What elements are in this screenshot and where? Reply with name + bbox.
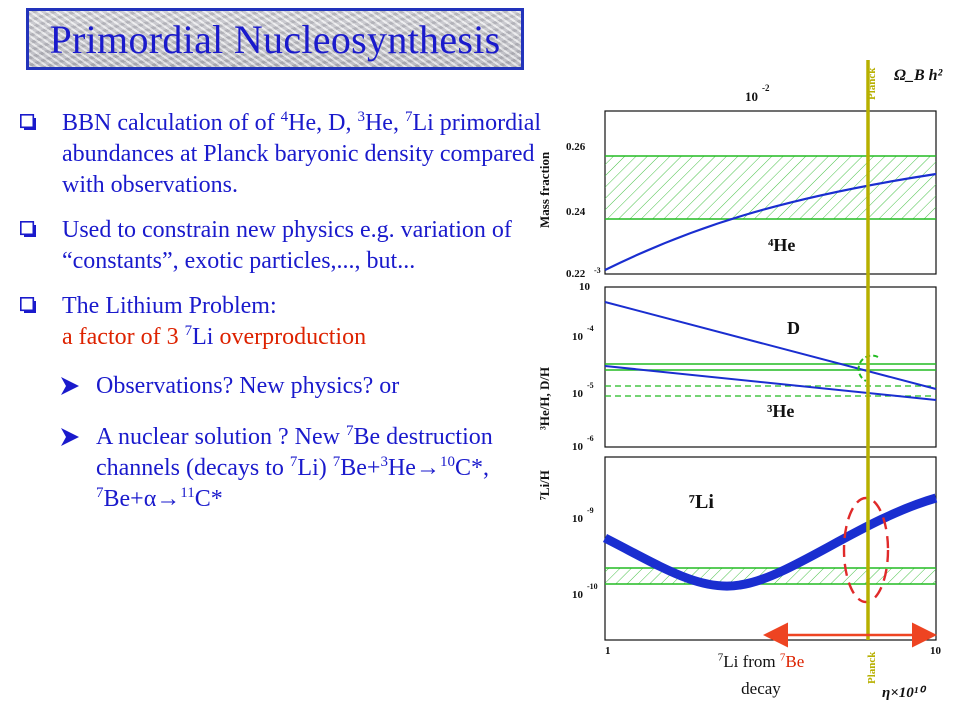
subbullet-text: Be+ — [340, 455, 381, 481]
mass-fraction-ylabel: Mass fraction — [537, 151, 552, 228]
bullet-text-red: overproduction — [213, 324, 367, 350]
superscript: 7 — [184, 323, 193, 339]
checkbox-bullet-icon — [20, 221, 36, 237]
page-title: Primordial Nucleosynthesis — [49, 16, 501, 62]
bullet-constrain: Used to constrain new physics e.g. varia… — [18, 215, 548, 277]
lithium-factor-line: a factor of 3 7Li overproduction — [62, 322, 548, 353]
li7-ylabel: ⁷Li/H — [537, 470, 552, 500]
omega-b-h2-label: Ω_B h² — [894, 67, 944, 84]
subbullet-observations: Observations? New physics? or — [18, 371, 548, 402]
he4-observation-band — [605, 156, 936, 219]
bullet-text: Used to constrain new physics e.g. varia… — [62, 217, 512, 274]
d-curve-label: D — [787, 318, 800, 338]
ytick-1e-6-exp: -6 — [587, 434, 594, 443]
superscript: 7 — [717, 651, 724, 664]
checkbox-bullet-icon — [20, 297, 36, 313]
ytick-panel2-top: 10 — [579, 281, 591, 293]
he3-d-ylabel: ³He/H, D/H — [537, 367, 552, 430]
subbullet-text: C* — [194, 486, 223, 512]
li7-curve-label: ⁷Li — [689, 491, 714, 513]
subbullet-nuclear: A nuclear solution ? New 7Be destruction… — [18, 422, 548, 515]
bullet-text: Li — [192, 324, 214, 350]
bullet-text: He, — [364, 110, 405, 136]
ytick-1e-10: 10 — [572, 589, 584, 601]
checkbox-bullet-icon — [20, 114, 36, 130]
caption-text-red: Be — [785, 652, 805, 671]
subbullet-text: Li) — [297, 455, 333, 481]
ytick-022: 0.22 — [566, 268, 586, 280]
bullet-text: Li primordial abundances at Planck baryo… — [62, 110, 542, 198]
ytick-1e-4-exp: -4 — [587, 324, 594, 333]
xtick-10: 10 — [930, 645, 942, 657]
superscript: 3 — [357, 109, 365, 125]
ytick-1e-10-exp: -10 — [587, 582, 598, 591]
bullet-text: He, D, — [288, 110, 358, 136]
superscript: 7 — [779, 651, 786, 664]
top-axis-base: 10 — [745, 89, 758, 104]
superscript: 11 — [180, 485, 195, 501]
panel-li7-frame — [604, 456, 937, 641]
planck-bottom-label: Planck — [866, 651, 878, 684]
panel-d-he3-frame — [604, 286, 937, 448]
he4-curve-label: ⁴He — [768, 235, 795, 255]
ytick-1e-9-exp: -9 — [587, 506, 594, 515]
d-curve — [604, 301, 937, 390]
ytick-1e-4: 10 — [572, 331, 584, 343]
bullet-lithium-problem: The Lithium Problem: a factor of 3 7Li o… — [18, 291, 548, 353]
eta-axis-label: η×10¹⁰ — [882, 685, 927, 701]
ytick-1e-5: 10 — [572, 388, 584, 400]
ytick-024: 0.24 — [566, 206, 586, 218]
subbullet-text: He→ — [387, 455, 440, 481]
he3-curve-label: ³He — [767, 401, 794, 421]
ytick-026: 0.26 — [566, 141, 586, 153]
he3-curve — [604, 365, 937, 401]
bullet-bbn: BBN calculation of of 4He, D, 3He, 7Li p… — [18, 108, 548, 201]
he4-curve — [604, 172, 937, 271]
superscript: 7 — [404, 109, 413, 125]
superscript: 7 — [289, 454, 298, 470]
subbullet-text: Be destruction channels (decays to — [96, 424, 493, 481]
top-axis-exp: -2 — [762, 83, 770, 93]
lithium-discrepancy-ellipse — [842, 496, 890, 604]
subbullet-text: A nuclear solution ? New — [96, 424, 346, 450]
ytick-1e-9: 10 — [572, 513, 584, 525]
bullet-text: BBN calculation of of — [62, 110, 281, 136]
superscript: 7 — [345, 423, 354, 439]
ytick-1e-6: 10 — [572, 441, 584, 453]
subbullet-text: Observations? New physics? or — [96, 373, 400, 399]
superscript: 4 — [280, 109, 289, 125]
agreement-circle — [857, 354, 879, 382]
superscript: 7 — [332, 454, 341, 470]
superscript: 10 — [439, 454, 455, 470]
subbullet-text: C*, — [454, 455, 489, 481]
caption-text: Li from — [723, 652, 780, 671]
xtick-1: 1 — [605, 645, 611, 657]
arrow-bullet-icon — [61, 377, 79, 395]
ytick-exp: -3 — [594, 266, 601, 275]
subbullet-text: Be+α→ — [103, 486, 181, 512]
superscript: 3 — [380, 454, 388, 470]
caption-text: decay — [741, 679, 781, 698]
bullet-list: BBN calculation of of 4He, D, 3He, 7Li p… — [18, 108, 548, 535]
li7-curve — [602, 493, 938, 591]
ytick-1e-5-exp: -5 — [587, 381, 594, 390]
title-banner: Primordial Nucleosynthesis — [26, 8, 524, 70]
arrow-bullet-icon — [61, 428, 79, 446]
decay-caption: 7Li from 7Be decay — [694, 648, 828, 702]
superscript: 7 — [96, 485, 104, 501]
bullet-text: The Lithium Problem: — [62, 293, 277, 319]
bullet-text-red: a factor of 3 — [62, 324, 185, 350]
